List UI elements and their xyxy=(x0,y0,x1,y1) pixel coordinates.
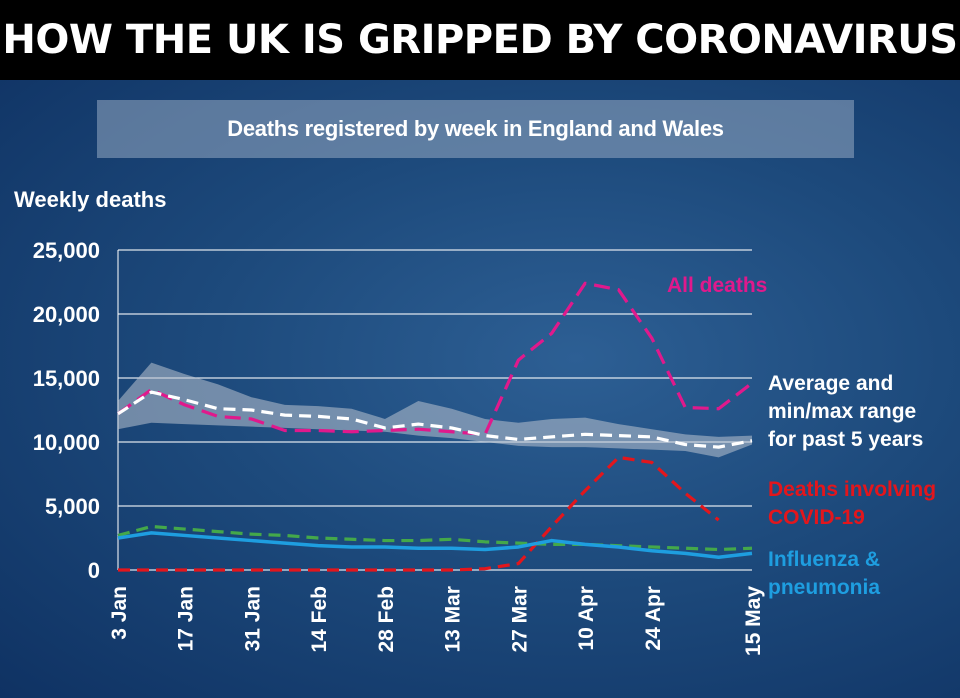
x-tick-label: 27 Mar xyxy=(508,586,531,653)
x-tick-label: 15 May xyxy=(742,586,765,656)
influenza-annotation: Influenza & pneumonia xyxy=(768,548,880,599)
chart-title-box: Deaths registered by week in England and… xyxy=(97,100,854,158)
y-tick-label: 0 xyxy=(88,558,100,583)
all-deaths-annotation: All deaths xyxy=(667,274,767,297)
y-tick-label: 5,000 xyxy=(45,494,100,519)
y-tick-label: 20,000 xyxy=(33,302,100,327)
x-tick-label: 13 Mar xyxy=(442,586,465,653)
x-tick-label: 14 Feb xyxy=(308,586,331,653)
x-axis: 3 Jan 17 Jan 31 Jan 14 Feb 28 Feb 13 Mar 27 Ma… xyxy=(108,586,765,656)
average-range-annotation: Average and min/max range for past 5 years xyxy=(768,372,923,451)
influenza-pneumonia-line xyxy=(117,531,753,559)
x-tick-label: 10 Apr xyxy=(575,586,598,651)
y-axis-label: Weekly deaths xyxy=(14,187,166,212)
range-band-layer xyxy=(118,362,752,458)
annotation-line: COVID-19 xyxy=(768,506,865,529)
headline: HOW THE UK IS GRIPPED BY CORONAVIRUS xyxy=(2,17,958,63)
x-tick-label: 31 Jan xyxy=(241,586,264,651)
y-tick-label: 25,000 xyxy=(33,238,100,263)
annotation-line: Average and xyxy=(768,372,893,395)
min-max-range-band xyxy=(118,362,752,458)
covid-annotation: Deaths involving COVID-19 xyxy=(768,478,936,529)
five-year-average-line xyxy=(117,390,753,449)
x-tick-label: 24 Apr xyxy=(642,586,665,651)
y-axis: 0 5,000 10,000 15,000 20,000 25,000 xyxy=(33,238,100,583)
x-tick-label: 3 Jan xyxy=(108,586,131,640)
annotation-line: min/max range xyxy=(768,400,916,423)
covid-deaths-line xyxy=(118,455,720,572)
annotation-line: Influenza & xyxy=(768,548,880,571)
y-tick-label: 10,000 xyxy=(33,430,100,455)
all-deaths-line xyxy=(117,281,753,436)
chart-title: Deaths registered by week in England and… xyxy=(227,116,724,141)
annotation-line: pneumonia xyxy=(768,576,880,599)
annotation-line: Deaths involving xyxy=(768,478,936,501)
x-tick-label: 28 Feb xyxy=(375,586,398,653)
series-lines xyxy=(117,281,753,572)
annotations: All deaths Average and min/max range for pa… xyxy=(667,274,936,599)
annotation-line: for past 5 years xyxy=(768,428,923,451)
y-tick-label: 15,000 xyxy=(33,366,100,391)
headline-banner: HOW THE UK IS GRIPPED BY CORONAVIRUS xyxy=(0,0,960,80)
x-tick-label: 17 Jan xyxy=(175,586,198,651)
